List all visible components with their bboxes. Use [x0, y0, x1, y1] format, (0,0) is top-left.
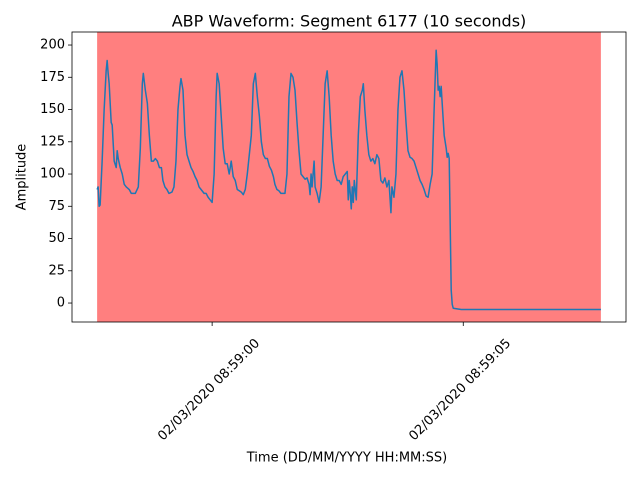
axes-frame: [71, 31, 627, 323]
x-tick-label: 02/03/2020 08:59:00: [155, 336, 263, 444]
x-tick-label: 02/03/2020 08:59:05: [406, 336, 514, 444]
y-tick-label: 175: [40, 70, 65, 85]
y-tick-label: 50: [48, 231, 65, 246]
x-axis-label: Time (DD/MM/YYYY HH:MM:SS): [246, 451, 447, 466]
y-axis-label: Amplitude: [15, 144, 30, 211]
y-tick-label: 0: [57, 296, 65, 311]
y-tick-label: 150: [40, 102, 65, 117]
chart-title: ABP Waveform: Segment 6177 (10 seconds): [172, 12, 527, 31]
y-tick-label: 75: [48, 199, 65, 214]
waveform-line: [96, 49, 601, 311]
y-tick-label: 25: [48, 263, 65, 278]
y-tick-label: 200: [40, 38, 65, 53]
shaded-span: [97, 32, 601, 322]
y-tick-label: 125: [40, 134, 65, 149]
y-tick-label: 100: [40, 167, 65, 182]
